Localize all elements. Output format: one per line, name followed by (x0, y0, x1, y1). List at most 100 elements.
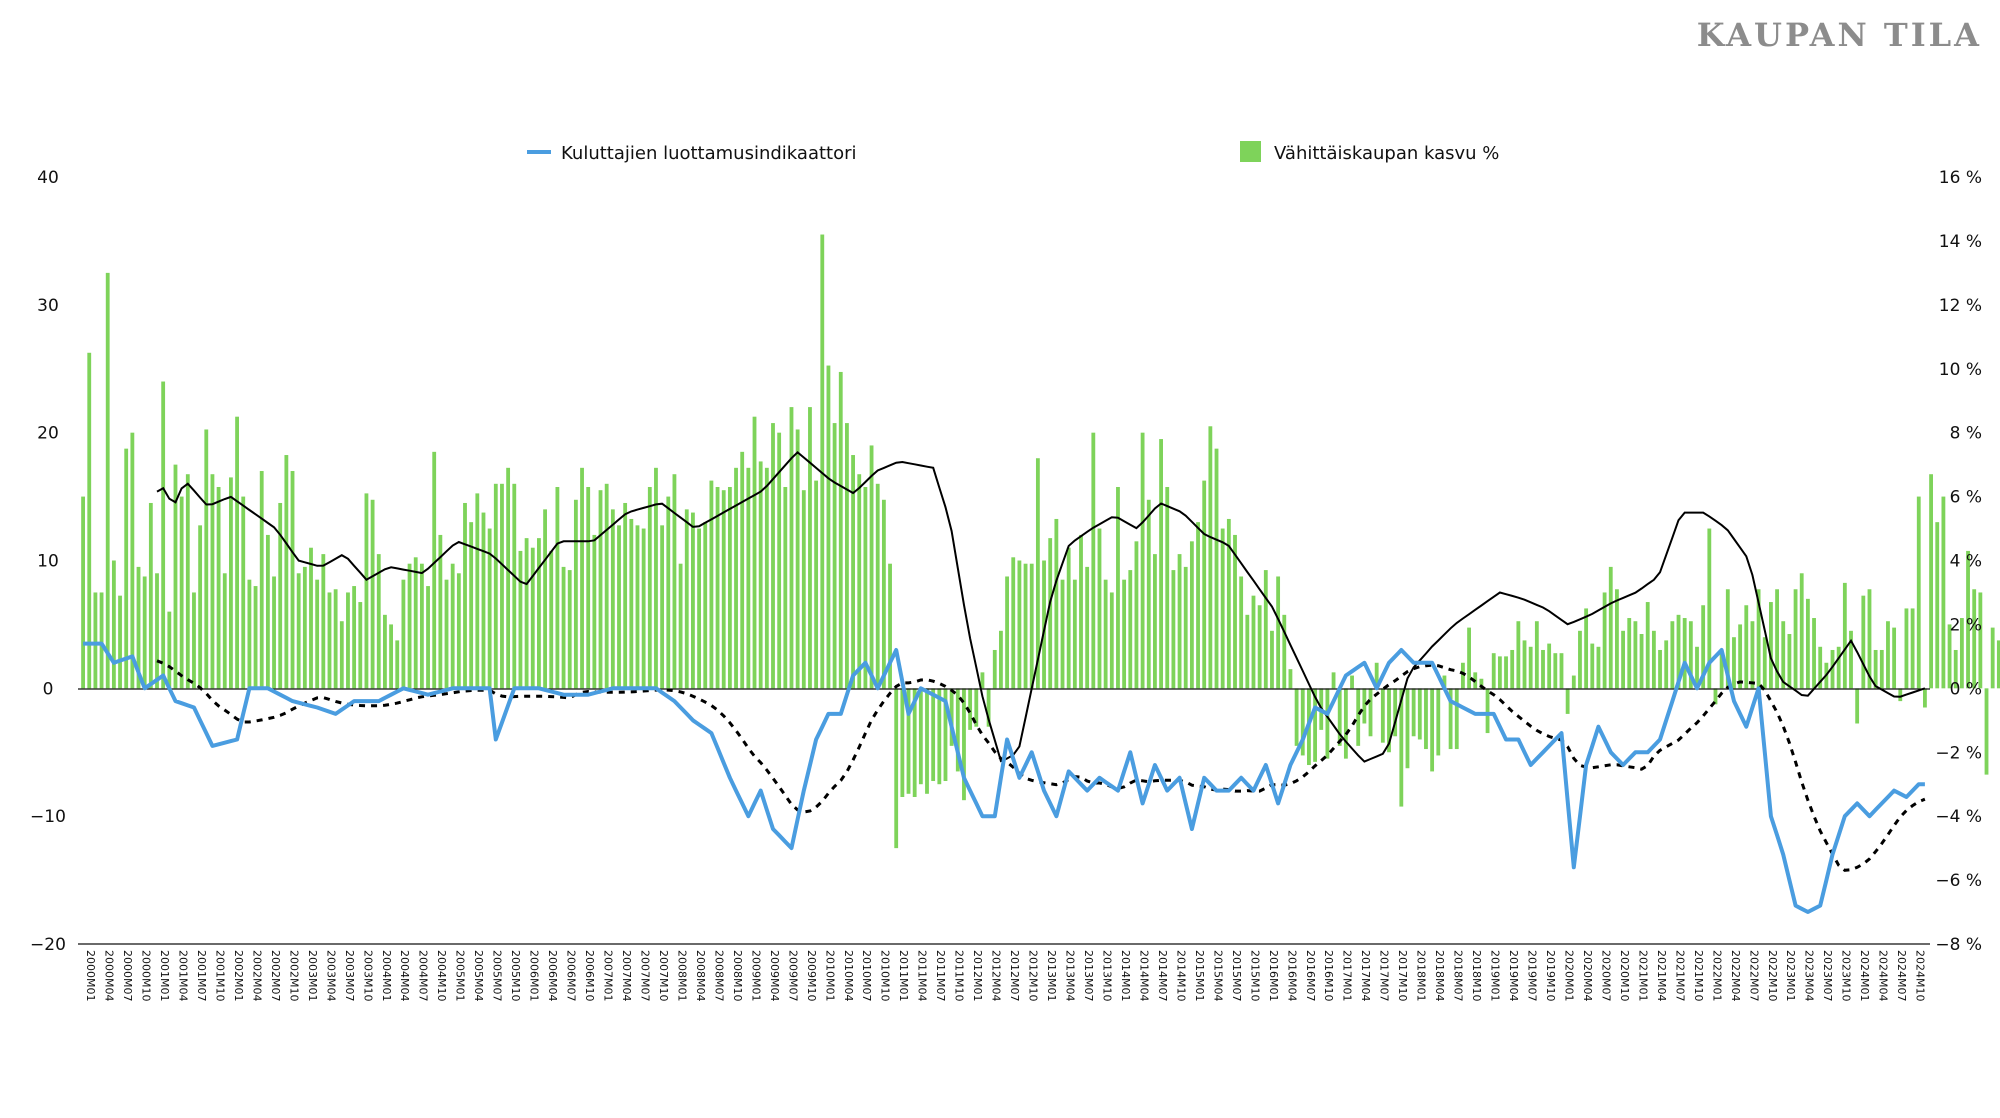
x-tick-label: 2010M10 (879, 950, 892, 1001)
bar (881, 499, 886, 689)
bar (641, 528, 646, 689)
x-tick-label: 2006M04 (546, 950, 559, 1001)
legend-label-retail: Vähittäiskaupan kasvu % (1274, 143, 1499, 164)
bar (801, 490, 806, 689)
bar (370, 499, 375, 689)
bar (456, 573, 461, 689)
bar (1701, 605, 1706, 689)
bar (1399, 688, 1404, 807)
x-tick-label: 2013M10 (1100, 950, 1113, 1001)
bar (900, 688, 905, 797)
bar (463, 502, 467, 689)
x-tick-label: 2015M10 (1248, 950, 1261, 1001)
bar (339, 621, 344, 689)
bar (99, 592, 104, 689)
bar (272, 576, 276, 689)
x-tick-label: 2001M01 (158, 950, 171, 1001)
bar (1972, 589, 1977, 689)
x-tick-label: 2008M10 (731, 950, 744, 1001)
bar (265, 534, 270, 689)
bar (1651, 630, 1656, 689)
bar (419, 563, 424, 689)
bar (1959, 618, 1964, 689)
bar (1584, 608, 1589, 689)
bar (1257, 605, 1262, 689)
bar (296, 573, 301, 689)
bar (1565, 688, 1570, 714)
bar (1627, 618, 1632, 689)
bar (888, 563, 892, 689)
x-tick-label: 2017M04 (1359, 950, 1372, 1001)
bar (1855, 688, 1860, 724)
bar (740, 451, 745, 689)
bar (1313, 688, 1317, 762)
bar (1615, 589, 1619, 689)
y-right-tick-label: −6 % (1935, 871, 1982, 891)
x-tick-label: 2013M04 (1064, 950, 1077, 1001)
x-tick-label: 2019M04 (1507, 950, 1520, 1001)
x-tick-label: 2011M07 (934, 950, 947, 1001)
bar (992, 649, 997, 689)
bar (1732, 637, 1736, 689)
bar (413, 557, 418, 689)
brand-title: KAUPAN TILA (1696, 16, 1982, 54)
bar (1467, 627, 1471, 689)
x-tick-label: 2003M04 (324, 950, 337, 1001)
bar (1331, 672, 1336, 689)
x-tick-label: 2003M10 (361, 950, 374, 1001)
x-tick-label: 2020M07 (1599, 950, 1612, 1001)
bar (1608, 566, 1613, 689)
x-tick-label: 2019M10 (1544, 950, 1557, 1001)
x-tick-label: 2012M07 (1008, 950, 1021, 1001)
bar (986, 688, 991, 727)
bar (1713, 688, 1718, 705)
bar (1140, 432, 1145, 689)
bar (691, 512, 695, 689)
bar (1633, 621, 1638, 689)
bar (1350, 675, 1354, 689)
bar (290, 471, 295, 689)
bar (185, 474, 190, 689)
x-tick-label: 2022M04 (1729, 950, 1742, 1001)
trend-line (156, 450, 1926, 763)
bar (1670, 621, 1675, 689)
bar (1343, 688, 1348, 759)
bar (598, 490, 603, 689)
bar (1639, 634, 1644, 689)
x-tick-label: 2015M07 (1230, 950, 1243, 1001)
bar (617, 525, 621, 689)
bar (980, 672, 985, 689)
bar (1879, 649, 1884, 689)
bar (1146, 499, 1151, 689)
bar (210, 474, 215, 689)
y-left-tick-label: 10 (37, 552, 59, 572)
x-tick-label: 2005M10 (509, 950, 522, 1001)
bar (1251, 595, 1256, 689)
y-right-tick-label: −2 % (1935, 743, 1982, 763)
bar (235, 416, 239, 689)
bar (1442, 675, 1447, 689)
x-tick-label: 2007M10 (657, 950, 670, 1001)
bar (1029, 563, 1034, 689)
y-axis-left: −20 −10 0 10 20 30 40 (30, 168, 66, 955)
x-tick-label: 2023M04 (1803, 950, 1816, 1001)
bar (1060, 579, 1065, 689)
bar (500, 483, 504, 689)
x-tick-label: 2010M01 (823, 950, 836, 1001)
bar (709, 480, 714, 689)
y-right-tick-label: 16 % (1939, 168, 1982, 188)
bar (1189, 541, 1194, 689)
bar (1091, 432, 1096, 689)
bar (1282, 614, 1287, 689)
bar (808, 407, 812, 689)
x-tick-label: 2020M01 (1562, 950, 1575, 1001)
bar (124, 448, 129, 689)
bar (1688, 621, 1693, 689)
y-left-tick-label: 20 (37, 424, 59, 444)
bar (1424, 688, 1428, 750)
x-tick-label: 2002M10 (287, 950, 300, 1001)
bar (1393, 688, 1398, 737)
bar (1387, 688, 1391, 753)
bar (284, 455, 289, 689)
